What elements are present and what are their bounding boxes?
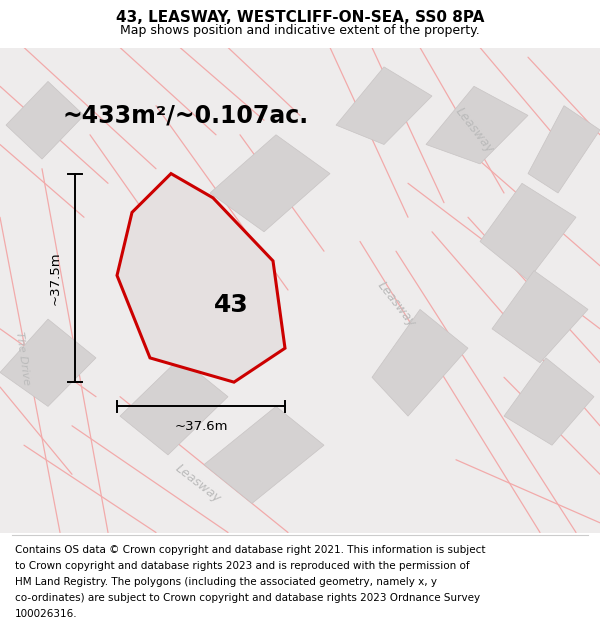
- Polygon shape: [0, 319, 96, 406]
- Text: co-ordinates) are subject to Crown copyright and database rights 2023 Ordnance S: co-ordinates) are subject to Crown copyr…: [15, 593, 480, 603]
- Text: 43, LEASWAY, WESTCLIFF-ON-SEA, SS0 8PA: 43, LEASWAY, WESTCLIFF-ON-SEA, SS0 8PA: [116, 11, 484, 26]
- Polygon shape: [426, 86, 528, 164]
- Text: ~37.6m: ~37.6m: [174, 420, 228, 433]
- Text: 43: 43: [214, 292, 248, 316]
- Text: Contains OS data © Crown copyright and database right 2021. This information is : Contains OS data © Crown copyright and d…: [15, 544, 485, 554]
- Text: ~37.5m: ~37.5m: [49, 251, 62, 304]
- Text: HM Land Registry. The polygons (including the associated geometry, namely x, y: HM Land Registry. The polygons (includin…: [15, 577, 437, 587]
- Polygon shape: [120, 358, 228, 455]
- Polygon shape: [372, 309, 468, 416]
- Polygon shape: [210, 135, 330, 232]
- Text: to Crown copyright and database rights 2023 and is reproduced with the permissio: to Crown copyright and database rights 2…: [15, 561, 470, 571]
- Text: Map shows position and indicative extent of the property.: Map shows position and indicative extent…: [120, 24, 480, 37]
- Polygon shape: [336, 67, 432, 144]
- Polygon shape: [204, 406, 324, 503]
- Text: The Drive: The Drive: [14, 331, 32, 386]
- Text: Leasway: Leasway: [452, 104, 496, 155]
- Polygon shape: [480, 183, 576, 280]
- Text: Leasway: Leasway: [173, 462, 223, 506]
- Polygon shape: [528, 106, 600, 193]
- Text: Leasway: Leasway: [374, 279, 418, 330]
- Polygon shape: [504, 358, 594, 445]
- Polygon shape: [117, 174, 285, 382]
- Text: 100026316.: 100026316.: [15, 609, 77, 619]
- Text: ~433m²/~0.107ac.: ~433m²/~0.107ac.: [63, 103, 309, 127]
- Polygon shape: [492, 271, 588, 362]
- Polygon shape: [6, 81, 84, 159]
